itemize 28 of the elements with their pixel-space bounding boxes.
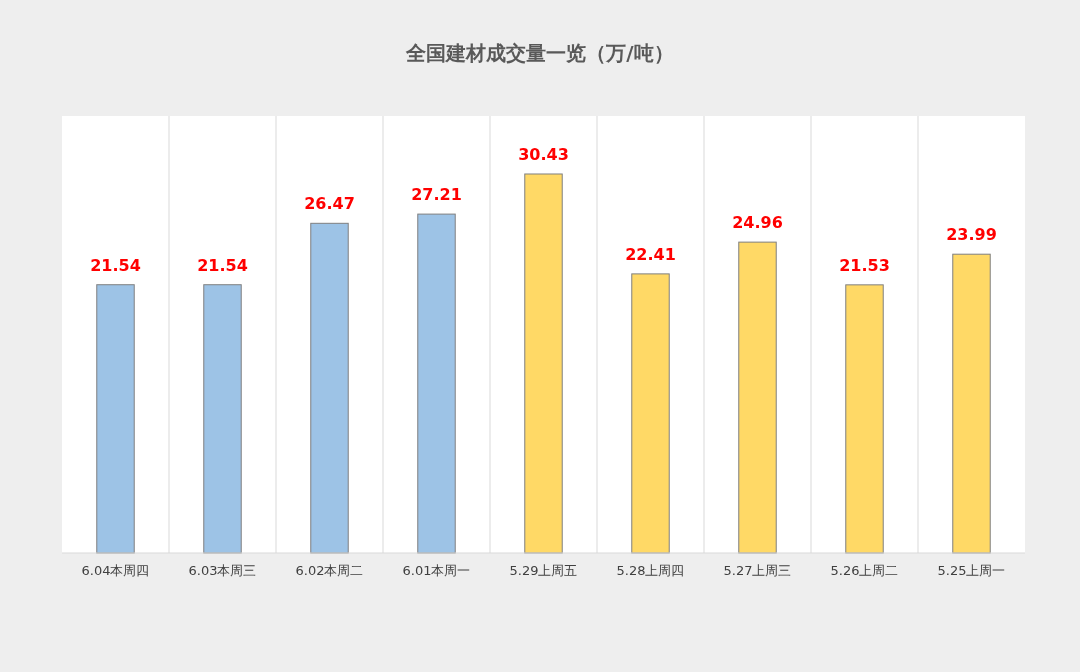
bar — [96, 284, 135, 554]
data-label: 21.54 — [90, 255, 141, 275]
data-label: 23.99 — [946, 225, 997, 245]
x-tick-label: 5.29上周五 — [509, 563, 578, 578]
x-tick-label: 6.04本周四 — [81, 563, 150, 578]
bar — [952, 253, 991, 554]
x-tick-label: 5.28上周四 — [616, 563, 685, 578]
x-tick-label: 6.03本周三 — [188, 563, 257, 578]
data-label: 26.47 — [304, 194, 355, 214]
x-tick-label: 5.26上周二 — [830, 563, 899, 578]
data-label: 30.43 — [518, 144, 569, 164]
bar — [524, 173, 563, 554]
bar — [631, 273, 670, 554]
chart-title: 全国建材成交量一览（万/吨） — [405, 41, 674, 65]
bar — [203, 284, 242, 554]
x-tick-label: 5.25上周一 — [937, 563, 1006, 578]
bar — [417, 213, 456, 554]
x-tick-label: 6.02本周二 — [295, 563, 364, 578]
data-label: 21.54 — [197, 255, 248, 275]
bar — [845, 284, 884, 554]
x-tick-label: 6.01本周一 — [402, 563, 471, 578]
data-label: 27.21 — [411, 185, 462, 205]
data-label: 22.41 — [625, 244, 676, 264]
x-tick-label: 5.27上周三 — [723, 563, 792, 578]
bar — [738, 241, 777, 554]
bar — [310, 222, 349, 554]
data-label: 24.96 — [732, 213, 783, 233]
data-label: 21.53 — [839, 255, 890, 275]
